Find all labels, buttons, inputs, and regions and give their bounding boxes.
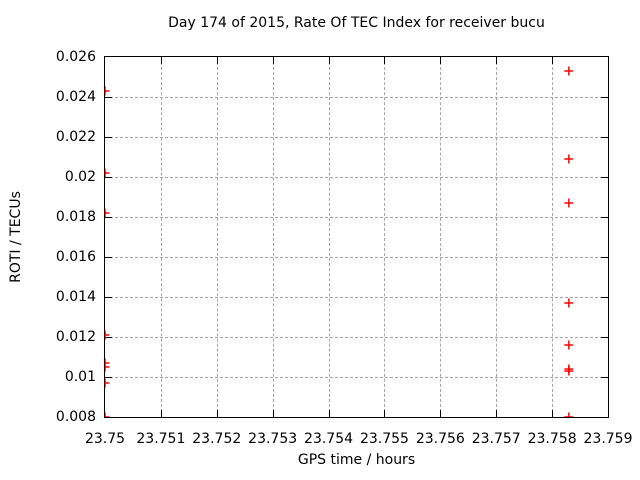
x-tick-mark-bottom xyxy=(496,410,497,417)
y-tick-label: 0.024 xyxy=(55,89,96,105)
y-tick-mark-right xyxy=(601,177,608,178)
chart-title: Day 174 of 2015, Rate Of TEC Index for r… xyxy=(168,15,545,31)
data-point-marker xyxy=(564,154,574,164)
data-point-marker xyxy=(105,86,110,96)
y-axis-label: ROTI / TECUs xyxy=(8,191,24,283)
y-tick-label: 0.02 xyxy=(64,169,96,185)
x-tick-mark-top xyxy=(440,57,441,64)
x-tick-label: 23.756 xyxy=(415,431,465,447)
y-tick-mark-left xyxy=(105,177,112,178)
y-tick-mark-left xyxy=(105,297,112,298)
x-tick-mark-top xyxy=(217,57,218,64)
x-tick-label: 23.752 xyxy=(192,431,242,447)
data-point-marker xyxy=(105,358,110,368)
y-tick-mark-left xyxy=(105,337,112,338)
x-tick-mark-top xyxy=(496,57,497,64)
x-tick-mark-top xyxy=(273,57,274,64)
y-tick-mark-right xyxy=(601,297,608,298)
x-tick-mark-top xyxy=(161,57,162,64)
x-axis-label: GPS time / hours xyxy=(297,452,416,468)
y-tick-mark-left xyxy=(105,137,112,138)
y-tick-mark-left xyxy=(105,257,112,258)
y-gridline xyxy=(105,177,608,178)
y-tick-label: 0.012 xyxy=(55,329,96,345)
y-gridline xyxy=(105,97,608,98)
x-tick-mark-bottom xyxy=(273,410,274,417)
x-tick-mark-top xyxy=(329,57,330,64)
y-tick-mark-left xyxy=(105,97,112,98)
x-tick-label: 23.757 xyxy=(471,431,521,447)
y-gridline xyxy=(105,217,608,218)
data-point-marker xyxy=(105,378,110,388)
data-point-marker xyxy=(105,412,110,417)
y-tick-mark-left xyxy=(105,217,112,218)
data-point-marker xyxy=(105,362,110,372)
y-gridline xyxy=(105,337,608,338)
markers-layer xyxy=(105,66,574,417)
data-point-marker xyxy=(564,366,574,376)
x-gridline xyxy=(384,57,385,417)
y-tick-mark-right xyxy=(601,217,608,218)
y-tick-mark-right xyxy=(601,257,608,258)
y-tick-label: 0.01 xyxy=(64,369,96,385)
data-point-marker xyxy=(105,168,110,178)
y-tick-label: 0.016 xyxy=(55,249,96,265)
x-tick-mark-top xyxy=(384,57,385,64)
x-tick-mark-bottom xyxy=(217,410,218,417)
y-tick-label: 0.008 xyxy=(55,409,96,425)
x-gridline xyxy=(552,57,553,417)
data-point-marker xyxy=(564,340,574,350)
y-tick-mark-right xyxy=(601,377,608,378)
x-tick-mark-bottom xyxy=(440,410,441,417)
x-tick-mark-bottom xyxy=(384,410,385,417)
data-point-marker xyxy=(564,412,574,417)
x-tick-label: 23.753 xyxy=(248,431,298,447)
x-gridline xyxy=(496,57,497,417)
x-tick-mark-bottom xyxy=(161,410,162,417)
x-gridline xyxy=(329,57,330,417)
y-tick-label: 0.018 xyxy=(55,209,96,225)
x-tick-label: 23.759 xyxy=(583,431,633,447)
y-gridline xyxy=(105,257,608,258)
y-tick-label: 0.026 xyxy=(55,49,96,65)
data-point-marker xyxy=(564,198,574,208)
y-tick-label: 0.014 xyxy=(55,289,96,305)
x-tick-label: 23.754 xyxy=(304,431,354,447)
x-tick-mark-bottom xyxy=(552,410,553,417)
data-point-marker xyxy=(564,298,574,308)
y-gridline xyxy=(105,137,608,138)
x-gridline xyxy=(440,57,441,417)
x-tick-label: 23.758 xyxy=(527,431,577,447)
x-tick-mark-bottom xyxy=(329,410,330,417)
x-tick-label: 23.75 xyxy=(84,431,126,447)
y-tick-label: 0.022 xyxy=(55,129,96,145)
y-gridline xyxy=(105,297,608,298)
data-point-marker xyxy=(105,330,110,340)
y-tick-mark-right xyxy=(601,137,608,138)
y-gridline xyxy=(105,377,608,378)
y-tick-mark-right xyxy=(601,337,608,338)
x-tick-label: 23.751 xyxy=(136,431,186,447)
x-gridline xyxy=(273,57,274,417)
x-tick-label: 23.755 xyxy=(359,431,409,447)
y-tick-mark-right xyxy=(601,97,608,98)
y-tick-mark-left xyxy=(105,377,112,378)
data-point-marker xyxy=(105,208,110,218)
data-point-marker xyxy=(564,66,574,76)
x-tick-mark-top xyxy=(552,57,553,64)
x-gridline xyxy=(217,57,218,417)
x-gridline xyxy=(161,57,162,417)
plot-area xyxy=(104,56,609,418)
